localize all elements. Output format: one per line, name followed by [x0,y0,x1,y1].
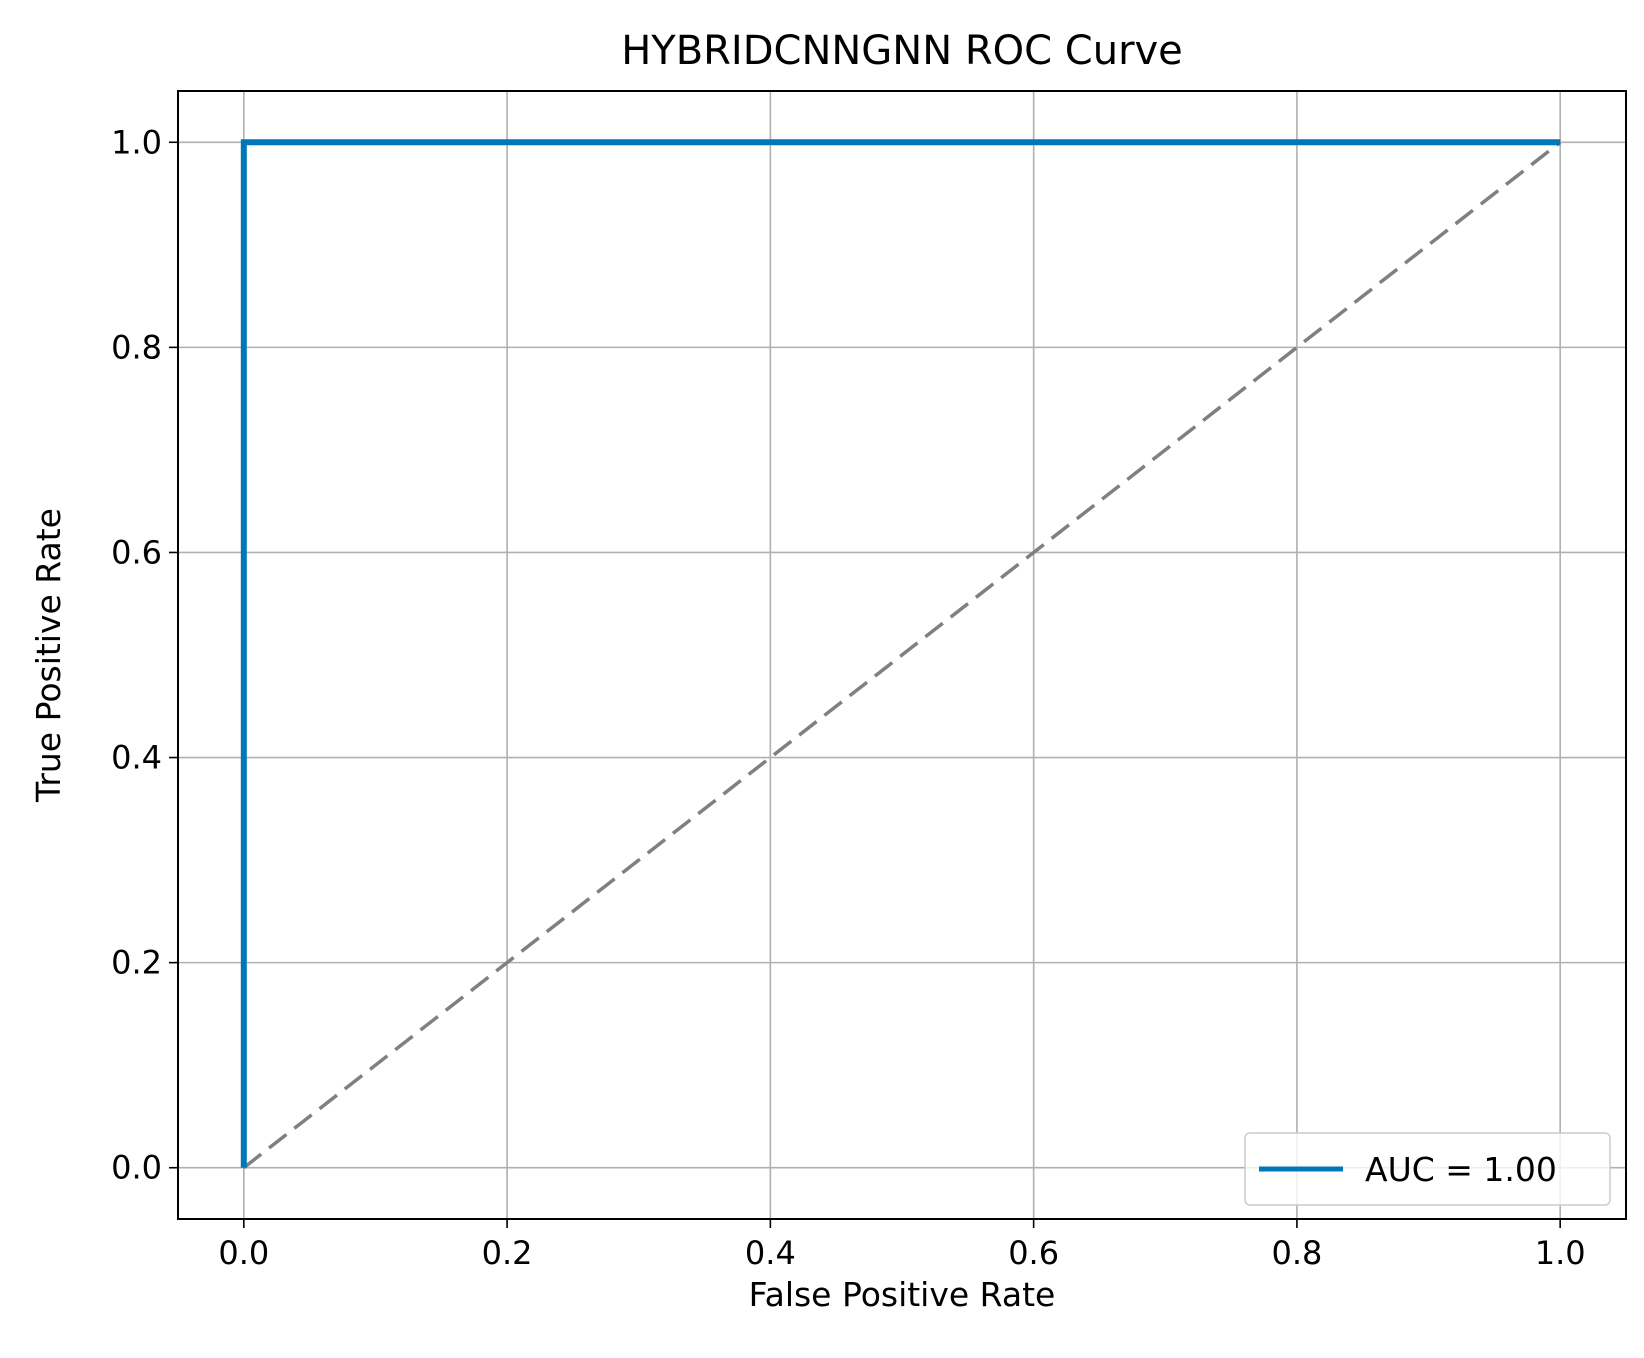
legend-label: AUC = 1.00 [1365,1150,1557,1189]
x-axis-label: False Positive Rate [749,1275,1056,1314]
y-tick-label-1: 0.2 [111,944,162,982]
axes-frame [177,90,1627,1220]
chart-title: HYBRIDCNNGNN ROC Curve [621,28,1183,74]
y-tick-label-0: 0.0 [111,1149,162,1187]
x-tick-label-1: 0.2 [482,1234,533,1272]
chance-diagonal-line [242,140,1562,1170]
roc-curve-line [240,139,1561,1168]
x-tick-label-4: 0.8 [1271,1234,1322,1272]
y-tick-label-4: 0.8 [111,328,162,366]
x-tick-label-5: 1.0 [1535,1234,1586,1272]
x-tick-label-0: 0.0 [218,1234,269,1272]
y-axis-label: True Positive Rate [29,508,68,803]
legend-box [1244,1132,1611,1206]
grid [178,91,1626,1219]
series-layer [240,139,1562,1170]
y-tick-label-3: 0.6 [111,533,162,571]
ticks: 0.0 0.2 0.4 0.6 0.8 1.0 0.0 0.2 0.4 0.6 0.8 1.0 [111,123,1586,1272]
x-tick-label-2: 0.4 [745,1234,796,1272]
legend: AUC = 1.00 [1244,1132,1611,1206]
x-tick-label-3: 0.6 [1008,1234,1059,1272]
y-tick-label-5: 1.0 [111,123,162,161]
y-tick-label-2: 0.4 [111,739,162,777]
